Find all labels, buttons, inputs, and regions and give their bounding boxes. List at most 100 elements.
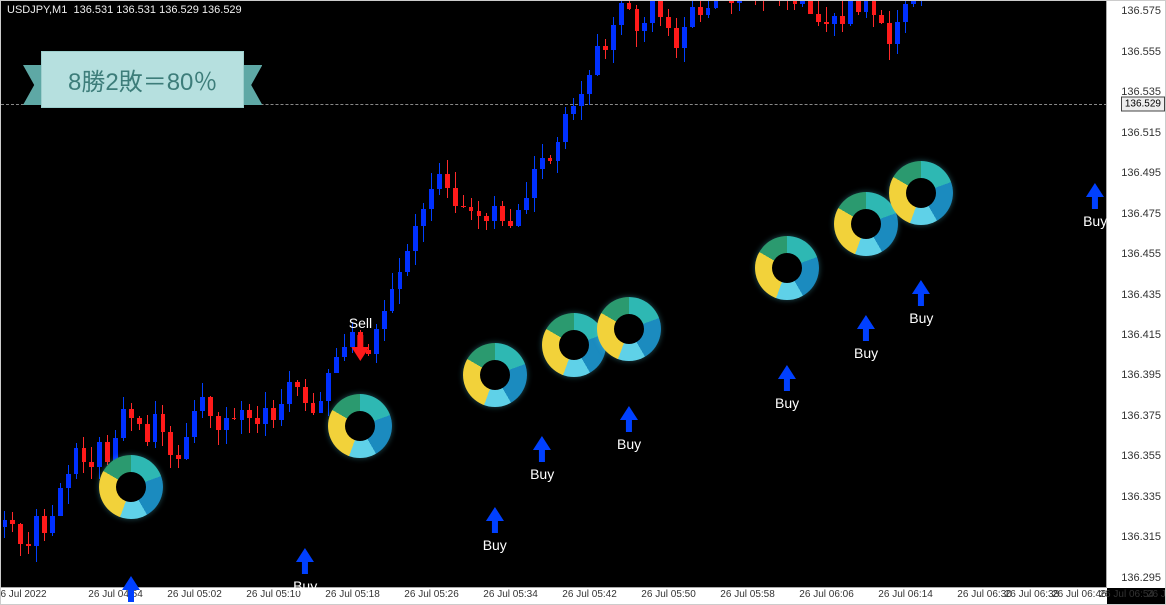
candle-body	[619, 3, 624, 25]
candle-body	[690, 7, 695, 27]
signal-label: Buy	[483, 537, 507, 553]
y-tick-label: 136.295	[1121, 572, 1161, 584]
y-tick-label: 136.415	[1121, 329, 1161, 341]
candle-body	[603, 46, 608, 49]
candle-body	[682, 27, 687, 48]
candle-body	[382, 311, 387, 328]
candle-body	[192, 411, 197, 437]
y-tick-label: 136.355	[1121, 450, 1161, 462]
x-tick-label: 26 Jul 06:46	[1052, 589, 1107, 600]
candle-body	[184, 437, 189, 458]
candle-body	[18, 524, 23, 544]
buy-signal-arrow: Buy	[530, 436, 554, 482]
candle-body	[58, 488, 63, 516]
candle-body	[295, 382, 300, 386]
candle-body	[642, 23, 647, 31]
candle-body	[287, 382, 292, 404]
candle-body	[445, 174, 450, 188]
candle-body	[271, 408, 276, 420]
candle-body	[334, 357, 339, 373]
candle-body	[492, 206, 497, 221]
candle-body	[311, 403, 316, 413]
candle-body	[421, 209, 426, 226]
candle-body	[303, 387, 308, 404]
candle-body	[595, 46, 600, 75]
candle-wick	[249, 404, 250, 433]
candle-body	[3, 520, 8, 527]
signal-label: Sell	[349, 315, 372, 331]
candle-body	[556, 142, 561, 162]
x-tick-label: 26 Jul 05:26	[404, 589, 459, 600]
candle-body	[42, 516, 47, 533]
x-tick-label: 26 Jul 05:58	[720, 589, 775, 600]
trade-marker-icon	[889, 161, 953, 225]
candle-body	[247, 410, 252, 418]
candle-body	[82, 448, 87, 462]
candle-body	[864, 0, 869, 12]
candle-body	[816, 14, 821, 23]
signal-label: Buy	[909, 310, 933, 326]
signal-label: Buy	[617, 436, 641, 452]
x-tick-label: 26 Jul 05:42	[562, 589, 617, 600]
signal-label: Buy	[1083, 213, 1107, 229]
candle-body	[469, 207, 474, 211]
x-tick-label: 26 Jul 2022	[0, 589, 47, 600]
candle-body	[895, 22, 900, 44]
buy-signal-arrow: Buy	[617, 406, 641, 452]
candle-body	[548, 158, 553, 161]
y-tick-label: 136.315	[1121, 531, 1161, 543]
instrument-label: USDJPY,M1	[7, 4, 67, 16]
candle-body	[658, 0, 663, 17]
signal-label: Buy	[854, 345, 878, 361]
candle-body	[666, 17, 671, 28]
x-tick-label: 26 Jul 06:30	[957, 589, 1012, 600]
candle-body	[121, 409, 126, 439]
candle-body	[405, 251, 410, 272]
candle-wick	[826, 7, 827, 32]
candle-body	[872, 0, 877, 15]
candle-body	[153, 414, 158, 442]
x-tick-label: 26 Jul 06:06	[799, 589, 854, 600]
candle-body	[587, 75, 592, 94]
x-tick-label: 26 Jul 05:18	[325, 589, 380, 600]
candle-body	[579, 94, 584, 106]
candle-body	[413, 226, 418, 250]
candle-body	[484, 216, 489, 221]
candle-body	[532, 169, 537, 198]
y-tick-label: 136.515	[1121, 127, 1161, 139]
candle-body	[524, 198, 529, 210]
chart-container: BuySellBuyBuyBuyBuyBuyBuyBuy 136.295136.…	[0, 0, 1166, 605]
candle-body	[879, 15, 884, 23]
trade-marker-icon	[463, 343, 527, 407]
candle-body	[508, 221, 513, 226]
candle-body	[571, 106, 576, 114]
candle-body	[500, 206, 505, 221]
x-tick-label: 26 Jul 06:14	[878, 589, 933, 600]
candle-body	[856, 0, 861, 12]
candle-body	[729, 0, 734, 3]
candle-body	[824, 22, 829, 24]
y-tick-label: 136.475	[1121, 208, 1161, 220]
candle-body	[714, 0, 719, 8]
x-tick-label: 26 Jul 06:54	[1100, 589, 1155, 600]
last-price-tag: 136.529	[1121, 97, 1165, 112]
ohlc-values: 136.531 136.531 136.529 136.529	[73, 4, 241, 16]
trade-marker-icon	[328, 394, 392, 458]
y-tick-label: 136.395	[1121, 369, 1161, 381]
candle-body	[848, 0, 853, 24]
buy-signal-arrow: Buy	[854, 315, 878, 361]
candle-body	[706, 8, 711, 15]
x-tick-label: 26 Jul 05:02	[167, 589, 222, 600]
candle-body	[66, 474, 71, 488]
candle-body	[832, 16, 837, 24]
x-tick-label: 26 Jul 05:34	[483, 589, 538, 600]
trade-marker-icon	[755, 236, 819, 300]
candle-body	[145, 424, 150, 443]
signal-label: Buy	[293, 578, 317, 594]
y-tick-label: 136.455	[1121, 248, 1161, 260]
ohlc-readout: USDJPY,M1 136.531 136.531 136.529 136.52…	[7, 4, 242, 16]
candle-body	[255, 418, 260, 424]
candle-body	[903, 4, 908, 21]
candle-body	[650, 0, 655, 23]
sell-signal-arrow: Sell	[349, 315, 372, 361]
